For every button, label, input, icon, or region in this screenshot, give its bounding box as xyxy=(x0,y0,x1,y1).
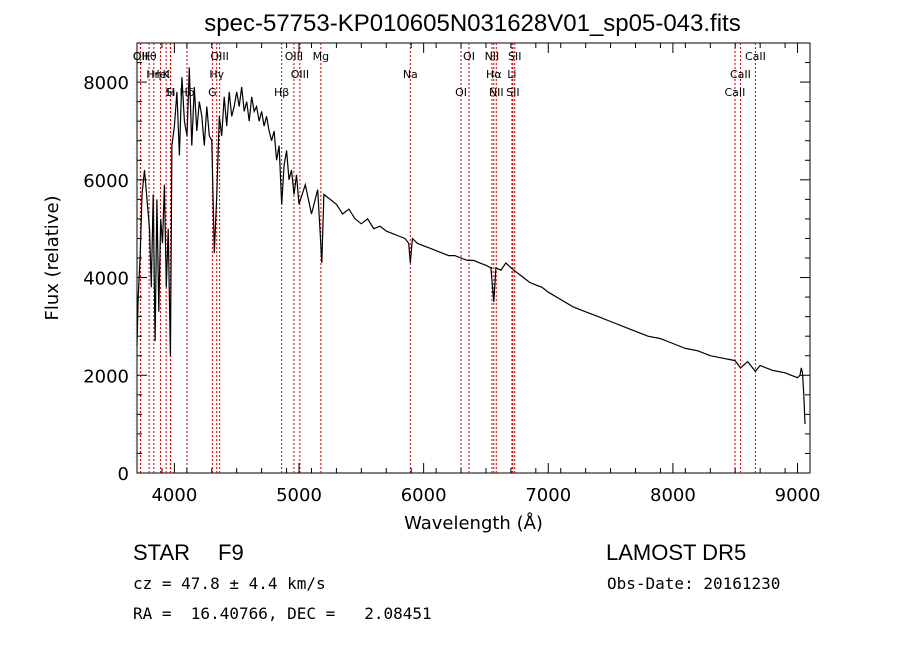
survey-name: LAMOST DR5 xyxy=(606,540,747,565)
line-marker-label: CaII xyxy=(725,86,746,99)
y-tick-label: 4000 xyxy=(83,269,129,290)
line-marker-label: OIII xyxy=(210,50,228,63)
y-tick-label: 2000 xyxy=(83,366,129,387)
spectrum-line xyxy=(136,67,806,425)
line-marker-label: Li xyxy=(507,68,516,81)
line-marker-label: Si xyxy=(165,86,175,99)
x-tick-label: 6000 xyxy=(401,485,447,506)
object-class: STAR xyxy=(133,540,191,565)
line-marker-label: K xyxy=(163,68,171,81)
line-marker-label-group: HθKHδOIIHeISiOIIHηHOIIIHγGOIIIOIIIHβMgNa… xyxy=(133,50,766,99)
ra-dec-coordinates: RA = 16.40766, DEC = 2.08451 xyxy=(133,604,432,623)
line-marker-label: H xyxy=(167,86,175,99)
line-marker-label: CaII xyxy=(730,68,751,81)
line-marker-label: OIII xyxy=(291,68,309,81)
line-marker-label: Hθ xyxy=(142,50,157,63)
line-marker-label: OI xyxy=(463,50,475,63)
line-marker-label: NII xyxy=(489,86,504,99)
x-tick-label: 9000 xyxy=(775,485,821,506)
y-axis-label: Flux (relative) xyxy=(42,195,63,320)
plot-area xyxy=(136,42,811,474)
y-tick-label: 6000 xyxy=(83,171,129,192)
spectrum-group xyxy=(136,67,806,425)
line-marker-label: Hα xyxy=(486,68,502,81)
y-tick-label: 8000 xyxy=(83,73,129,94)
line-marker-label: HeI xyxy=(151,68,169,81)
line-marker-label: G xyxy=(208,86,217,99)
y-tick-label: 0 xyxy=(118,464,129,485)
line-marker-label: SII xyxy=(506,86,519,99)
line-marker-label: CaII xyxy=(745,50,766,63)
chart-title: spec-57753-KP010605N031628V01_sp05-043.f… xyxy=(204,10,741,37)
x-axis-label: Wavelength (Å) xyxy=(404,512,543,534)
line-marker-label: OII xyxy=(133,50,148,63)
line-marker-label: Na xyxy=(403,68,418,81)
line-marker-label: Hγ xyxy=(209,68,224,81)
line-marker-label: SII xyxy=(508,50,521,63)
object-subclass: F9 xyxy=(218,540,244,565)
line-marker-group xyxy=(139,43,756,473)
x-tick-label: 5000 xyxy=(276,485,322,506)
plot-frame xyxy=(136,42,811,474)
line-marker-label: OIII xyxy=(285,50,303,63)
redshift-cz: cz = 47.8 ± 4.4 km/s xyxy=(133,574,326,593)
axis-tick-group: 4000 5000 6000 7000 8000 9000 0 2000 4000 6000 800… xyxy=(83,43,820,506)
observation-date: Obs-Date: 20161230 xyxy=(607,574,781,593)
x-tick-label: 7000 xyxy=(525,485,571,506)
line-marker-label: Mg xyxy=(313,50,329,63)
line-marker-label: Hβ xyxy=(274,86,289,99)
line-marker-label: Hη xyxy=(146,68,161,81)
line-marker-label: OI xyxy=(455,86,467,99)
line-marker-label: NII xyxy=(485,50,500,63)
line-marker-label: OII xyxy=(133,50,148,63)
x-tick-label: 4000 xyxy=(151,485,197,506)
x-tick-label: 8000 xyxy=(650,485,696,506)
